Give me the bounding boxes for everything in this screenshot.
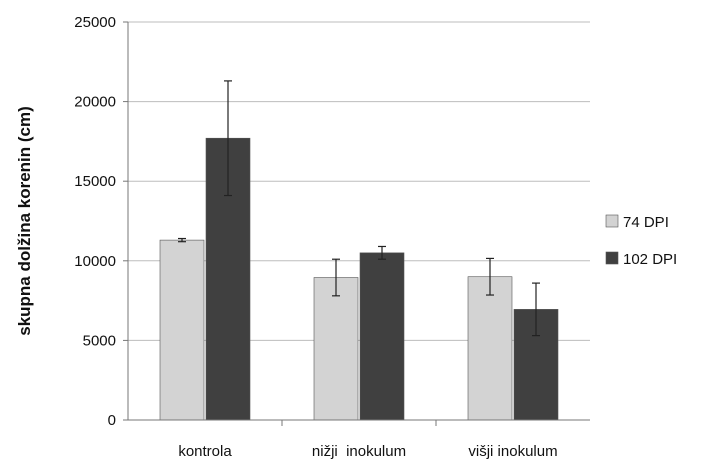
gridlines [128, 21, 590, 341]
bars [159, 137, 559, 421]
bar-series2 [359, 252, 405, 421]
y-tick-label: 20000 [74, 94, 116, 111]
legend-label: 102 DPI [623, 251, 677, 268]
error-bars [178, 80, 540, 337]
x-tick-label: nižji inokulum [312, 443, 406, 460]
y-tick-labels: 0 5000 10000 15000 20000 25000 [74, 14, 116, 429]
x-tick-labels: kontrola nižji inokulum višji inokulum [178, 443, 557, 460]
x-tick-label: kontrola [178, 443, 232, 460]
legend-label: 74 DPI [623, 214, 669, 231]
bar-series1 [159, 239, 205, 421]
bar-series1 [467, 276, 513, 421]
axes [123, 21, 590, 426]
y-tick-label: 10000 [74, 253, 116, 270]
x-tick-label: višji inokulum [468, 443, 557, 460]
legend-swatch [605, 251, 619, 265]
y-tick-label: 5000 [83, 332, 116, 349]
y-axis-label: skupna dolžina korenin (cm) [15, 106, 34, 336]
y-tick-label: 15000 [74, 173, 116, 190]
y-tick-label: 25000 [74, 14, 116, 31]
legend-swatch [605, 214, 619, 228]
bar-series1 [313, 277, 359, 421]
legend: 74 DPI 102 DPI [605, 214, 677, 268]
y-tick-label: 0 [108, 412, 116, 429]
